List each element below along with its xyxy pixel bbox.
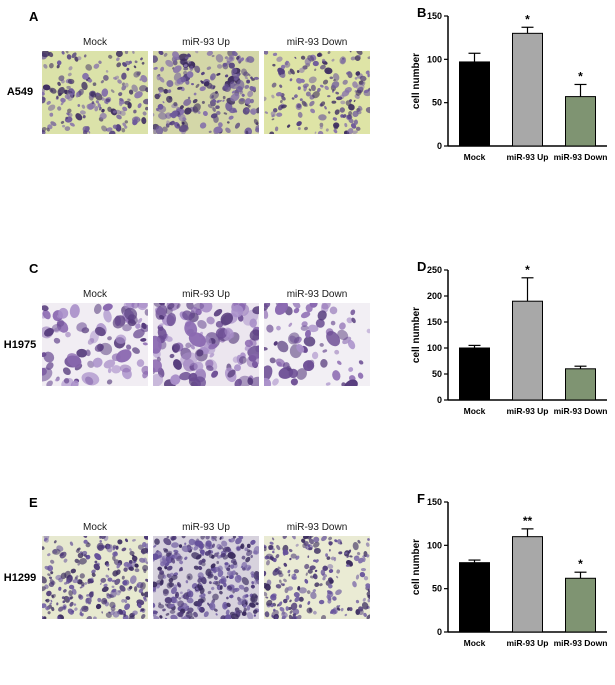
condition-label-mir93-down: miR-93 Down [286,522,348,533]
bar-chart-b: 0 50 100 150 cell number Mock * miR-93 Up * miR-9… [411,11,608,162]
micrograph-h1975-mock [42,303,148,386]
svg-text:cell number: cell number [411,53,422,109]
condition-label-mock: Mock [83,37,107,48]
svg-text:*: * [525,12,530,26]
svg-text:100: 100 [427,343,442,353]
svg-text:miR-93 Up: miR-93 Up [506,152,548,162]
micrograph-h1299-mir93-down [264,536,370,619]
condition-label-mir93-down: miR-93 Down [286,289,348,300]
panel-letter-b: B [417,5,427,20]
svg-text:0: 0 [437,627,442,637]
condition-label-mock: Mock [83,289,107,300]
chart-panel-d: D 0 50 100 150 200 250 cell number Mock * miR-93 … [410,260,613,432]
cell-line-label-h1975: H1975 [3,339,37,351]
svg-text:200: 200 [427,291,442,301]
micrograph-h1299-mir93-up [153,536,259,619]
condition-label-mir93-up: miR-93 Up [182,289,230,300]
svg-text:0: 0 [437,141,442,151]
micrograph-h1299-mock [42,536,148,619]
micrograph-h1975-mir93-up [153,303,259,386]
panel-letter-f: F [417,491,425,506]
condition-label-mock: Mock [83,522,107,533]
micrograph-a549-mir93-up [153,51,259,134]
cell-line-label-h1299: H1299 [3,572,37,584]
condition-label-mir93-down: miR-93 Down [286,37,348,48]
panel-letter-e: E [29,495,38,510]
svg-text:*: * [578,557,583,571]
condition-label-mir93-up: miR-93 Up [182,522,230,533]
micrograph-a549-mock [42,51,148,134]
svg-text:miR-93 Down: miR-93 Down [554,638,608,648]
svg-text:0: 0 [437,395,442,405]
svg-text:*: * [578,69,583,83]
bar-chart-d: 0 50 100 150 200 250 cell number Mock * miR-93 Up… [411,263,608,416]
chart-panel-b: B 0 50 100 150 cell number Mock * miR-93 Up * miR… [410,6,613,178]
cell-line-label-a549: A549 [6,86,34,98]
condition-label-mir93-up: miR-93 Up [182,37,230,48]
svg-text:150: 150 [427,497,442,507]
bar-chart-f: 0 50 100 150 cell number Mock ** miR-93 Up * miR-… [411,497,608,648]
svg-text:250: 250 [427,265,442,275]
panel-letter-d: D [417,259,427,274]
svg-text:miR-93 Down: miR-93 Down [554,152,608,162]
svg-text:100: 100 [427,54,442,64]
svg-text:50: 50 [432,98,442,108]
svg-text:cell number: cell number [411,307,422,363]
svg-text:Mock: Mock [464,638,486,648]
svg-text:Mock: Mock [464,152,486,162]
svg-text:cell number: cell number [411,539,422,595]
svg-text:*: * [525,263,530,277]
svg-text:miR-93 Up: miR-93 Up [506,638,548,648]
svg-text:**: ** [523,514,533,528]
svg-text:150: 150 [427,11,442,21]
svg-text:Mock: Mock [464,406,486,416]
micrograph-a549-mir93-down [264,51,370,134]
svg-text:miR-93 Down: miR-93 Down [554,406,608,416]
panel-letter-c: C [29,261,39,276]
micrograph-h1975-mir93-down [264,303,370,386]
chart-panel-f: F 0 50 100 150 cell number Mock ** miR-93 Up * mi… [410,492,613,664]
svg-text:100: 100 [427,540,442,550]
panel-letter-a: A [29,9,39,24]
svg-text:150: 150 [427,317,442,327]
svg-text:50: 50 [432,369,442,379]
svg-text:50: 50 [432,584,442,594]
svg-text:miR-93 Up: miR-93 Up [506,406,548,416]
